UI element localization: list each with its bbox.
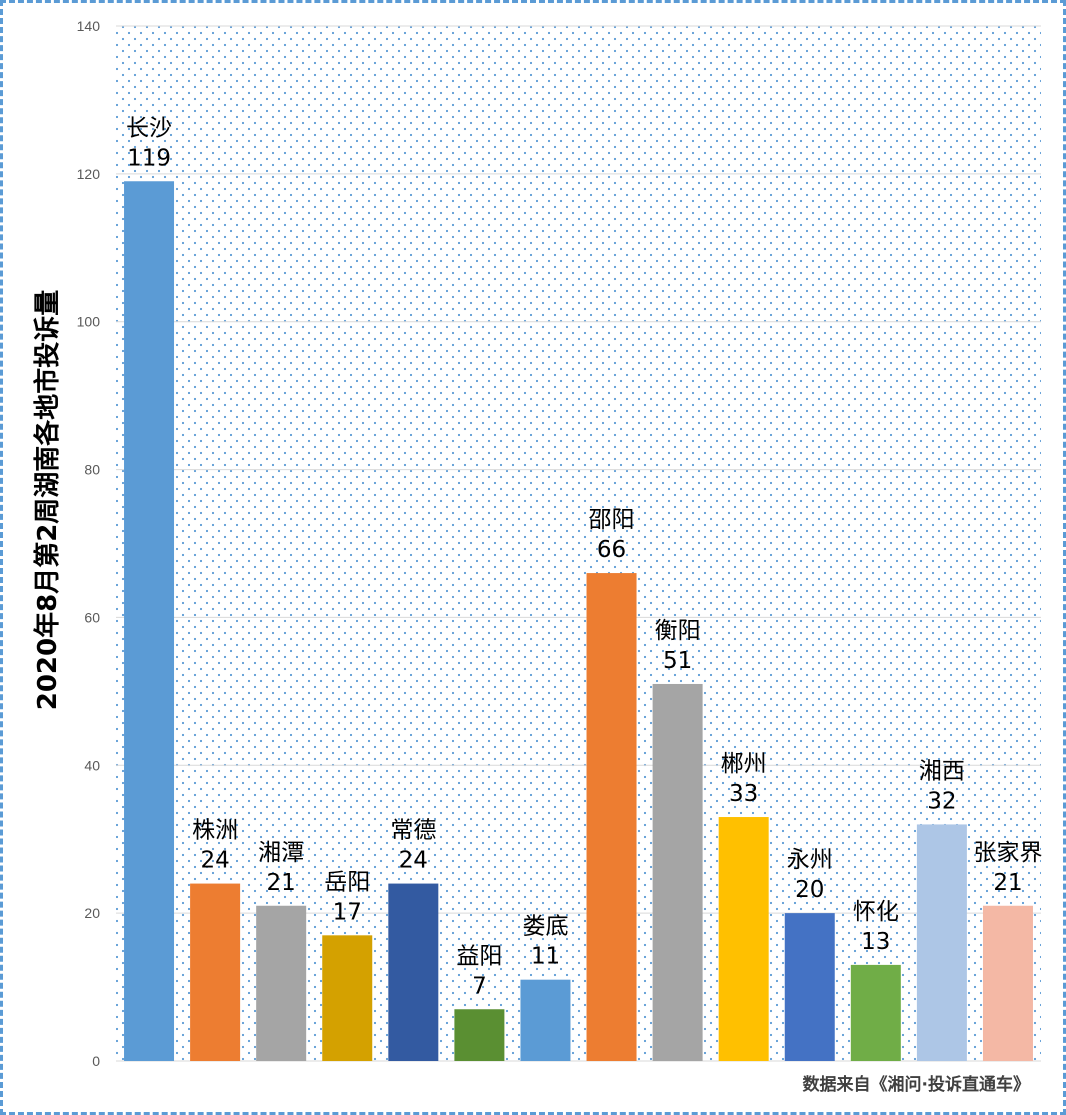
category-label: 邵阳	[589, 507, 635, 533]
value-label: 13	[861, 929, 890, 955]
category-label: 娄底	[522, 914, 568, 940]
value-label: 51	[663, 648, 692, 674]
bar-5	[388, 883, 439, 1061]
category-label: 衡阳	[655, 618, 701, 644]
value-label: 21	[993, 870, 1022, 896]
y-tick-label: 120	[77, 166, 101, 182]
category-label: 株洲	[192, 818, 238, 844]
y-tick-label: 20	[84, 905, 100, 921]
y-axis-title: 2020年8月第2周湖南各地市投诉量	[32, 290, 63, 711]
value-label: 66	[597, 537, 626, 563]
y-tick-label: 80	[84, 462, 100, 478]
category-label: 湘西	[919, 758, 965, 784]
y-tick-label: 140	[77, 18, 101, 34]
bar-2	[190, 883, 241, 1061]
value-label: 32	[927, 788, 956, 814]
y-tick-label: 60	[84, 609, 100, 625]
category-label: 张家界	[973, 840, 1042, 866]
value-label: 21	[267, 870, 296, 896]
value-label: 20	[795, 877, 824, 903]
bar-10	[718, 817, 769, 1061]
bar-13	[916, 824, 967, 1061]
category-label: 益阳	[456, 943, 502, 969]
bar-6	[454, 1009, 505, 1061]
y-tick-label: 0	[92, 1053, 100, 1069]
value-label: 17	[333, 899, 362, 925]
y-tick-label: 100	[77, 314, 101, 330]
value-label: 119	[127, 145, 171, 171]
category-label: 岳阳	[324, 869, 370, 895]
bar-8	[586, 573, 637, 1061]
value-label: 11	[531, 944, 560, 970]
value-label: 24	[399, 848, 428, 874]
value-label: 24	[200, 848, 229, 874]
category-label: 永州	[787, 847, 833, 873]
category-label: 郴州	[721, 751, 767, 777]
bar-7	[520, 979, 571, 1061]
bar-3	[256, 905, 307, 1061]
bar-14	[982, 905, 1033, 1061]
bar-9	[652, 683, 703, 1061]
data-labels: 长沙 119 株洲 24 湘潭 21 岳阳 17 常德 24 益阳 7 娄底 11 邵阳 66 衡阳 51 郴州 33…	[126, 115, 1042, 999]
bar-12	[850, 964, 901, 1061]
y-axis-ticks: 0 20 40 60 80 100 120 140	[77, 18, 101, 1069]
bar-1	[124, 181, 175, 1061]
bar-4	[322, 935, 373, 1061]
y-tick-label: 40	[84, 757, 100, 773]
bar-11	[784, 913, 835, 1061]
value-label: 33	[729, 781, 758, 807]
plot-area	[116, 26, 1041, 1061]
bars	[124, 181, 1033, 1061]
source-note: 数据来自《湘问·投诉直通车》	[803, 1074, 1030, 1095]
category-label: 长沙	[126, 115, 172, 141]
value-label: 7	[472, 973, 487, 999]
category-label: 常德	[390, 818, 436, 844]
category-label: 湘潭	[258, 840, 304, 866]
category-label: 怀化	[853, 899, 899, 925]
